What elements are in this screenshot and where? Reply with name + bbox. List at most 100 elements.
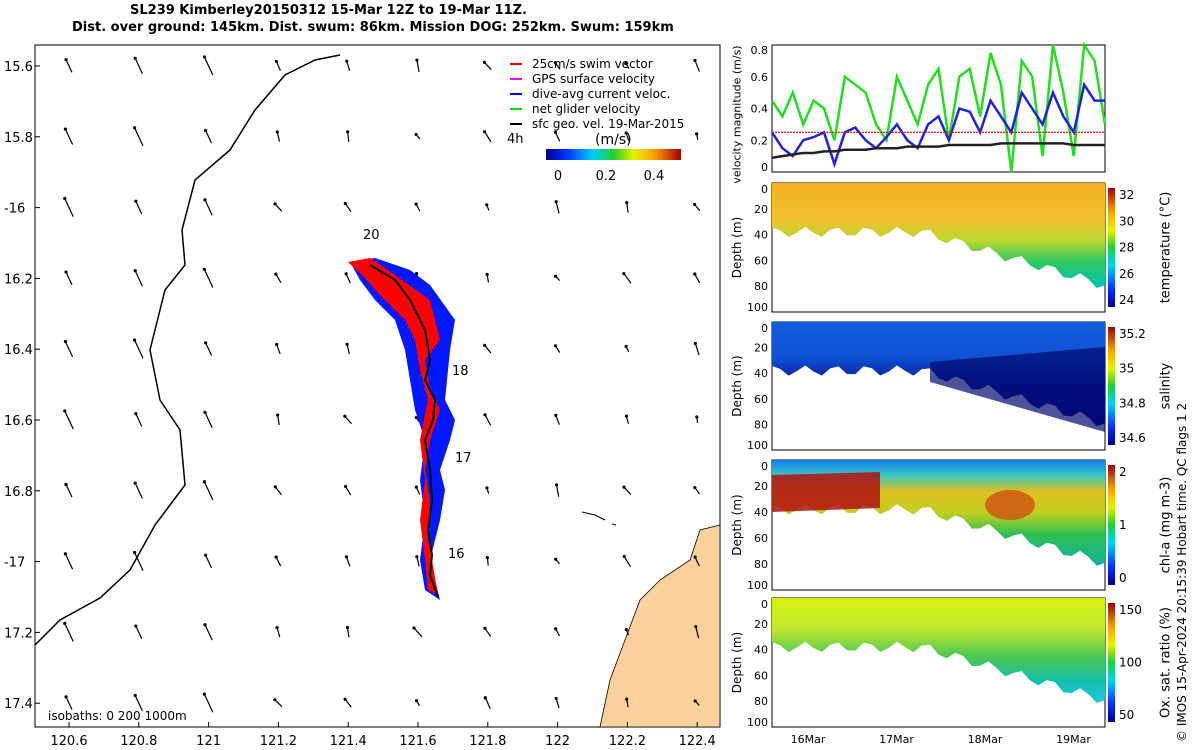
chl-high-patch [985,490,1035,520]
geo-velocity-arrow [555,698,560,709]
arrow-head [624,131,628,135]
geo-velocity-arrow [623,273,632,284]
geo-velocity-arrow [134,552,144,571]
arrow-head [276,413,280,417]
depth-tick-label: 40 [754,644,768,657]
arrow-head [554,200,558,204]
depth-tick-label: 80 [754,558,768,571]
x-tick-label: 121.2 [260,734,297,749]
geo-velocity-arrow [623,486,632,495]
geo-velocity-arrow [64,198,74,217]
section-colorbar [1108,465,1115,585]
speed-colorbar [546,149,681,160]
arrow-head [274,59,278,64]
x-tick-label: 121.6 [399,734,436,749]
depth-tick-label: 100 [747,716,768,729]
arrow-head [483,343,487,347]
legend-entry: net glider velocity [532,102,640,116]
map-panel: 20 18 17 16 120.6 120.8 121 121.2 121.4 121.6 121.… [4,44,721,749]
arrow-head [622,485,626,489]
arrow-head [485,272,489,277]
geo-velocity-arrow [65,271,73,285]
velocity-y-tick-label: 0.6 [751,71,769,84]
arrow-head [64,482,68,487]
arrow-head [553,61,557,65]
velocity-ylabel: velocity magnitude (m/s) [731,45,744,183]
geo-velocity-arrow [65,696,73,710]
footer-note: © IMOS 15-Apr-2024 20:15:39 Hobart time.… [1175,403,1189,742]
geo-velocity-arrow [626,202,629,213]
y-tick-label: 16.2 [4,272,33,287]
arrow-head [343,414,347,418]
colorbar-tick-label: 34.6 [1119,431,1146,445]
legend-entry: sfc geo. vel. 19-Mar-2015 [532,117,684,131]
geo-velocity-arrow [694,556,700,567]
colorbar-tick-label: 100 [1119,656,1142,670]
colorbar-tick-label: 30 [1119,214,1134,228]
arrow-head [483,130,487,134]
section-colorbar [1108,603,1115,722]
geo-velocity-arrow [555,484,560,497]
geo-velocity-arrow [65,484,73,498]
geo-velocity-arrow [205,555,213,569]
arrow-head [485,556,489,560]
arrow-head [63,621,67,625]
geo-velocity-arrow [135,413,143,427]
depth-tick-label: 0 [761,460,768,473]
x-tick-label: 122.2 [609,734,646,749]
arrow-head [63,127,68,131]
depth-tick-label: 100 [747,301,768,314]
x-tick-label: 120.6 [50,734,87,749]
y-tick-label: -16 [4,202,25,217]
island-outline [581,511,617,526]
depth-tick-label: 40 [754,506,768,519]
geo-velocity-arrow [344,415,352,425]
arrow-head [483,626,487,630]
arrow-head [693,555,697,559]
velocity-series-line [770,41,1107,173]
arrow-head [274,555,278,559]
depth-tick-label: 0 [761,598,768,611]
depth-tick-label: 80 [754,418,768,431]
arrow-head [63,339,68,344]
geo-velocity-arrow [416,59,420,73]
arrow-head [343,697,347,701]
geo-velocity-arrow [275,61,281,71]
arrow-head [344,272,348,276]
scale-label: 4h [507,132,524,147]
depth-tick-label: 0 [761,322,768,335]
arrow-head [693,699,697,703]
velocity-series-line [771,142,1105,159]
velocity-series-line [770,81,1105,169]
arrow-head [554,483,559,487]
isobath-line [34,54,341,646]
arrow-head [273,202,277,206]
velocity-y-tick-label: 0 [761,161,768,174]
geo-velocity-arrow [347,131,350,142]
arrow-head [485,486,489,490]
isobaths-label: isobaths: 0 200 1000m [48,709,187,723]
colorbar-tick-label: 32 [1119,188,1134,202]
arrow-head [554,413,558,417]
geo-velocity-arrow [483,61,492,71]
arrow-head [414,485,418,489]
arrow-head [415,555,419,559]
geo-velocity-arrow [694,273,701,284]
geo-velocity-arrow [274,203,283,212]
arrow-head [204,553,208,557]
arrow-head [695,415,699,419]
salinity-low-patch [930,347,1105,432]
geo-velocity-arrow [346,61,351,71]
track-day-label: 16 [448,547,465,562]
y-tick-label: 16.6 [4,414,33,429]
arrow-head [344,484,348,489]
geo-velocity-arrow [695,626,700,639]
geo-velocity-arrow [345,556,351,567]
geo-velocity-arrow [64,341,74,358]
geo-velocity-arrow [276,627,281,638]
arrow-head [273,485,277,489]
arrow-head [412,626,416,630]
section-data [772,598,1105,703]
arrow-head [203,198,207,202]
geo-velocity-arrow [274,486,282,496]
